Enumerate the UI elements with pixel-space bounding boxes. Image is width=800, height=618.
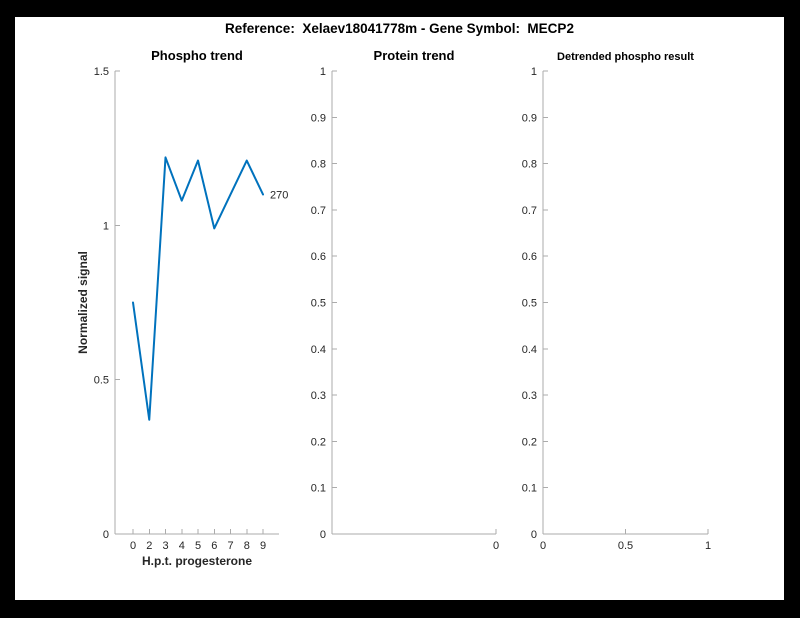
y-tick-label: 1: [103, 220, 109, 232]
x-tick-label: 2: [146, 540, 152, 552]
y-tick-label: 0.3: [311, 390, 326, 402]
figure-canvas: Reference: Xelaev18041778m - Gene Symbol…: [15, 17, 784, 600]
y-tick-label: 0.2: [522, 436, 537, 448]
x-tick-label: 0: [540, 540, 546, 552]
axes: [542, 70, 709, 535]
x-tick-label: 7: [227, 540, 233, 552]
y-tick-label: 0.4: [311, 344, 326, 356]
y-tick-label: 0.8: [522, 159, 537, 171]
x-tick-label: 0: [130, 540, 136, 552]
y-tick-label: 0: [320, 529, 326, 541]
subplot-protein-trend: 0 0 0.1 0.2 0.3 0.4 0.5 0.6 0.7 0.8 0.9 1 Protein tr…: [311, 48, 499, 552]
y-tick-label: 0.2: [311, 436, 326, 448]
y-tick-label: 0.5: [522, 298, 537, 310]
subplot-title: Detrended phospho result: [557, 51, 694, 63]
x-tick-label: 3: [162, 540, 168, 552]
y-tick-label: 0.1: [311, 483, 326, 495]
x-tick-label: 8: [244, 540, 250, 552]
axes: [114, 70, 279, 535]
x-tick-label: 0.5: [618, 540, 633, 552]
subplot-title: Protein trend: [374, 48, 455, 63]
y-tick-label: 0.3: [522, 390, 537, 402]
series-end-label: 270: [270, 189, 288, 201]
x-tick-label: 1: [705, 540, 711, 552]
y-tick-label: 0: [103, 529, 109, 541]
subplot-title: Phospho trend: [151, 48, 243, 63]
y-tick-label: 0.7: [522, 205, 537, 217]
y-tick-label: 0.1: [522, 483, 537, 495]
trend-line: [132, 156, 264, 421]
subplot-detrended-phospho-result: 0 0.5 1 0 0.1 0.2 0.3 0.4 0.5 0.6 0.7 0.8 0.9 1 Detren…: [522, 51, 711, 552]
axes: [331, 70, 497, 535]
x-tick-label: 0: [493, 540, 499, 552]
x-tick-label: 5: [195, 540, 201, 552]
y-tick-label: 0.9: [311, 112, 326, 124]
y-tick-label: 1: [531, 66, 537, 78]
y-tick-label: 0.7: [311, 205, 326, 217]
x-tick-label: 6: [211, 540, 217, 552]
y-tick-label: 0.6: [522, 251, 537, 263]
y-tick-label: 0: [531, 529, 537, 541]
y-tick-label: 0.9: [522, 112, 537, 124]
y-tick-label: 1: [320, 66, 326, 78]
y-tick-label: 0.4: [522, 344, 537, 356]
figure-title: Reference: Xelaev18041778m - Gene Symbol…: [225, 21, 574, 36]
y-axis-label: Normalized signal: [76, 251, 90, 354]
y-tick-label: 0.8: [311, 159, 326, 171]
y-tick-label: 0.5: [311, 298, 326, 310]
y-tick-label: 1.5: [94, 66, 109, 78]
y-tick-label: 0.6: [311, 251, 326, 263]
y-tick-label: 0.5: [94, 375, 109, 387]
x-tick-label: 9: [260, 540, 266, 552]
x-tick-label: 4: [179, 540, 185, 552]
x-axis-label: H.p.t. progesterone: [142, 554, 252, 568]
